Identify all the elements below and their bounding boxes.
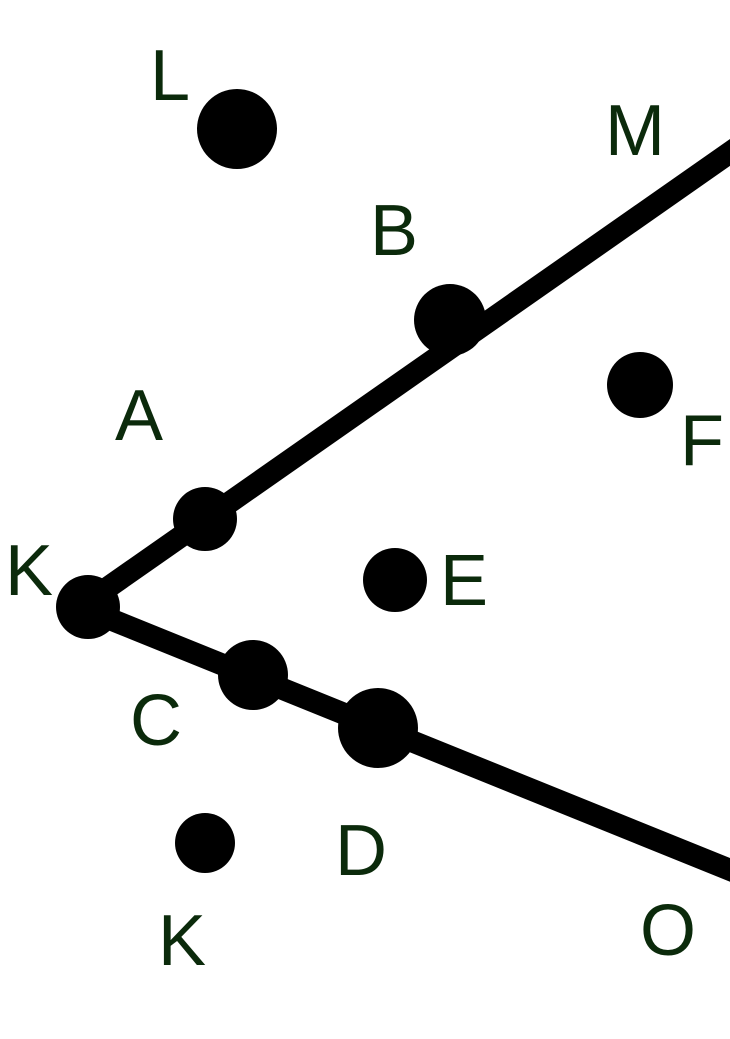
- point-C_dot: [218, 640, 288, 710]
- label-B: B: [370, 195, 418, 267]
- label-C: C: [130, 685, 182, 757]
- point-F_dot: [607, 352, 673, 418]
- point-K2_dot: [175, 813, 235, 873]
- label-L: L: [150, 40, 190, 112]
- label-M: M: [605, 95, 665, 167]
- point-K_vertex: [56, 575, 120, 639]
- label-K: K: [5, 535, 53, 607]
- point-D_dot: [338, 688, 418, 768]
- label-A: A: [115, 380, 163, 452]
- diagram-stage: L M B A F K E C D K O: [0, 0, 730, 1039]
- label-K2: K: [158, 905, 206, 977]
- label-F: F: [680, 405, 724, 477]
- label-O: O: [640, 895, 696, 967]
- point-B_dot: [414, 284, 486, 356]
- label-D: D: [335, 815, 387, 887]
- point-A_dot: [173, 487, 237, 551]
- point-E_dot: [363, 548, 427, 612]
- label-E: E: [440, 545, 488, 617]
- point-L_dot: [197, 89, 277, 169]
